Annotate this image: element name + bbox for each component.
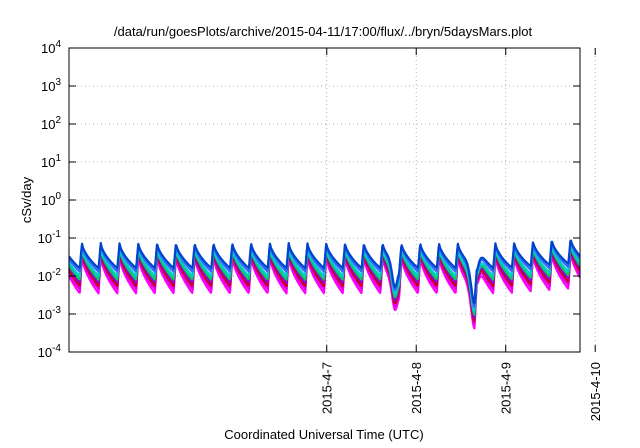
y-tick-label: 10-1 bbox=[38, 229, 62, 246]
y-axis-label: cSv/day bbox=[19, 176, 34, 223]
y-tick-label: 103 bbox=[41, 77, 61, 94]
y-tick-label: 10-3 bbox=[38, 305, 62, 322]
x-axis-label: Coordinated Universal Time (UTC) bbox=[224, 427, 423, 442]
y-tick-label: 104 bbox=[41, 39, 61, 56]
grid bbox=[69, 48, 596, 352]
x-tick-label: 2015-4-7 bbox=[320, 362, 335, 414]
chart-title: /data/run/goesPlots/archive/2015-04-11/1… bbox=[114, 24, 533, 39]
y-axis: 10-4 10-3 10-2 10-1 100 101 102 103 104 bbox=[38, 39, 580, 360]
x-tick-label: 2015-4-9 bbox=[499, 362, 514, 414]
series-layer bbox=[68, 239, 581, 330]
x-axis: 2015-4-72015-4-82015-4-92015-4-102015-4-… bbox=[320, 48, 603, 421]
x-tick-label: 2015-4-10 bbox=[588, 362, 603, 421]
y-tick-label: 100 bbox=[41, 191, 61, 208]
series-line-8 bbox=[68, 239, 581, 305]
y-tick-label: 10-4 bbox=[38, 343, 62, 360]
y-tick-label: 101 bbox=[41, 153, 61, 170]
y-tick-label: 10-2 bbox=[38, 267, 62, 284]
y-tick-label: 102 bbox=[41, 115, 61, 132]
x-tick-label: 2015-4-8 bbox=[409, 362, 424, 414]
